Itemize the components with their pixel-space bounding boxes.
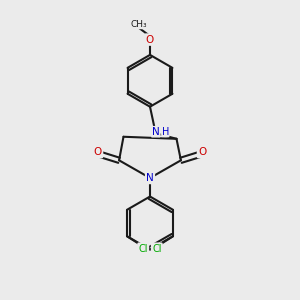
Text: Cl: Cl	[139, 244, 148, 254]
Text: O: O	[198, 147, 206, 157]
Text: CH₃: CH₃	[130, 20, 147, 29]
Text: O: O	[94, 147, 102, 157]
Text: N: N	[152, 127, 160, 137]
Text: H: H	[162, 127, 169, 137]
Text: N: N	[146, 173, 154, 183]
Text: Cl: Cl	[152, 244, 161, 254]
Text: O: O	[146, 34, 154, 45]
